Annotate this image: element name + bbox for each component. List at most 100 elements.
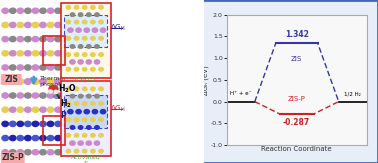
Circle shape bbox=[91, 118, 95, 122]
Circle shape bbox=[101, 110, 106, 114]
Circle shape bbox=[25, 121, 31, 126]
Ellipse shape bbox=[53, 96, 58, 99]
Circle shape bbox=[40, 22, 46, 28]
Bar bbox=[43, 116, 65, 145]
Circle shape bbox=[66, 37, 71, 40]
Circle shape bbox=[99, 6, 103, 9]
Circle shape bbox=[40, 135, 46, 141]
Bar bbox=[61, 81, 111, 156]
Circle shape bbox=[70, 45, 75, 48]
Circle shape bbox=[25, 79, 31, 84]
Circle shape bbox=[84, 28, 90, 32]
Circle shape bbox=[87, 45, 91, 48]
Circle shape bbox=[40, 51, 46, 56]
Circle shape bbox=[55, 51, 61, 56]
Circle shape bbox=[47, 65, 54, 70]
Circle shape bbox=[17, 65, 23, 70]
X-axis label: Reaction Coordinate: Reaction Coordinate bbox=[262, 147, 332, 152]
Circle shape bbox=[78, 141, 83, 145]
Circle shape bbox=[17, 150, 23, 155]
Circle shape bbox=[66, 87, 71, 91]
Circle shape bbox=[2, 8, 8, 13]
Circle shape bbox=[25, 51, 31, 56]
Circle shape bbox=[94, 141, 100, 145]
Circle shape bbox=[47, 22, 54, 28]
Circle shape bbox=[25, 65, 31, 70]
Circle shape bbox=[2, 22, 8, 28]
Circle shape bbox=[25, 8, 31, 13]
Circle shape bbox=[87, 13, 91, 16]
Bar bbox=[43, 36, 65, 65]
Circle shape bbox=[32, 51, 39, 56]
Circle shape bbox=[74, 53, 79, 56]
Text: ZIS: ZIS bbox=[4, 75, 18, 84]
Circle shape bbox=[95, 126, 99, 129]
Circle shape bbox=[78, 126, 83, 129]
Circle shape bbox=[47, 79, 54, 84]
Circle shape bbox=[74, 87, 79, 91]
Circle shape bbox=[76, 28, 81, 32]
Circle shape bbox=[95, 94, 99, 98]
Circle shape bbox=[25, 22, 31, 28]
Circle shape bbox=[32, 121, 39, 126]
Circle shape bbox=[68, 28, 73, 32]
Circle shape bbox=[55, 107, 61, 112]
Circle shape bbox=[74, 102, 79, 105]
Text: H⁺ + e⁻: H⁺ + e⁻ bbox=[230, 91, 251, 96]
Circle shape bbox=[99, 37, 103, 40]
Circle shape bbox=[17, 121, 23, 126]
Circle shape bbox=[74, 149, 79, 153]
Circle shape bbox=[17, 107, 23, 112]
Circle shape bbox=[17, 37, 23, 42]
FancyBboxPatch shape bbox=[202, 0, 378, 163]
Circle shape bbox=[2, 79, 8, 84]
Circle shape bbox=[55, 22, 61, 28]
Circle shape bbox=[47, 79, 54, 84]
Circle shape bbox=[17, 135, 23, 141]
Circle shape bbox=[99, 102, 103, 105]
Circle shape bbox=[91, 149, 95, 153]
Circle shape bbox=[47, 150, 54, 155]
Circle shape bbox=[25, 150, 31, 155]
Circle shape bbox=[99, 20, 103, 24]
Circle shape bbox=[32, 79, 39, 84]
Circle shape bbox=[82, 53, 87, 56]
Circle shape bbox=[25, 93, 31, 98]
Circle shape bbox=[55, 93, 61, 98]
Circle shape bbox=[99, 53, 103, 56]
Circle shape bbox=[99, 133, 103, 137]
Circle shape bbox=[99, 118, 103, 122]
Circle shape bbox=[9, 65, 16, 70]
Circle shape bbox=[32, 135, 39, 141]
Circle shape bbox=[9, 121, 16, 126]
Circle shape bbox=[82, 6, 87, 9]
Circle shape bbox=[47, 107, 54, 112]
Circle shape bbox=[99, 149, 103, 153]
Circle shape bbox=[82, 20, 87, 24]
Circle shape bbox=[32, 65, 39, 70]
Bar bbox=[61, 3, 111, 78]
Circle shape bbox=[91, 87, 95, 91]
Circle shape bbox=[55, 135, 61, 141]
Circle shape bbox=[82, 102, 87, 105]
Text: P: P bbox=[60, 111, 66, 120]
Circle shape bbox=[2, 135, 8, 141]
Circle shape bbox=[2, 65, 8, 70]
Circle shape bbox=[66, 6, 71, 9]
Circle shape bbox=[74, 37, 79, 40]
Text: 1.342: 1.342 bbox=[285, 30, 309, 39]
Circle shape bbox=[2, 107, 8, 112]
Circle shape bbox=[55, 79, 61, 84]
Circle shape bbox=[47, 93, 54, 98]
Circle shape bbox=[66, 133, 71, 137]
Circle shape bbox=[82, 37, 87, 40]
Circle shape bbox=[32, 150, 39, 155]
FancyBboxPatch shape bbox=[1, 74, 22, 85]
Text: ZIS-P: ZIS-P bbox=[2, 153, 24, 162]
Circle shape bbox=[66, 67, 71, 71]
Circle shape bbox=[70, 126, 75, 129]
Circle shape bbox=[82, 87, 87, 91]
Circle shape bbox=[2, 93, 8, 98]
Text: ZIS: ZIS bbox=[291, 56, 302, 62]
Circle shape bbox=[40, 8, 46, 13]
